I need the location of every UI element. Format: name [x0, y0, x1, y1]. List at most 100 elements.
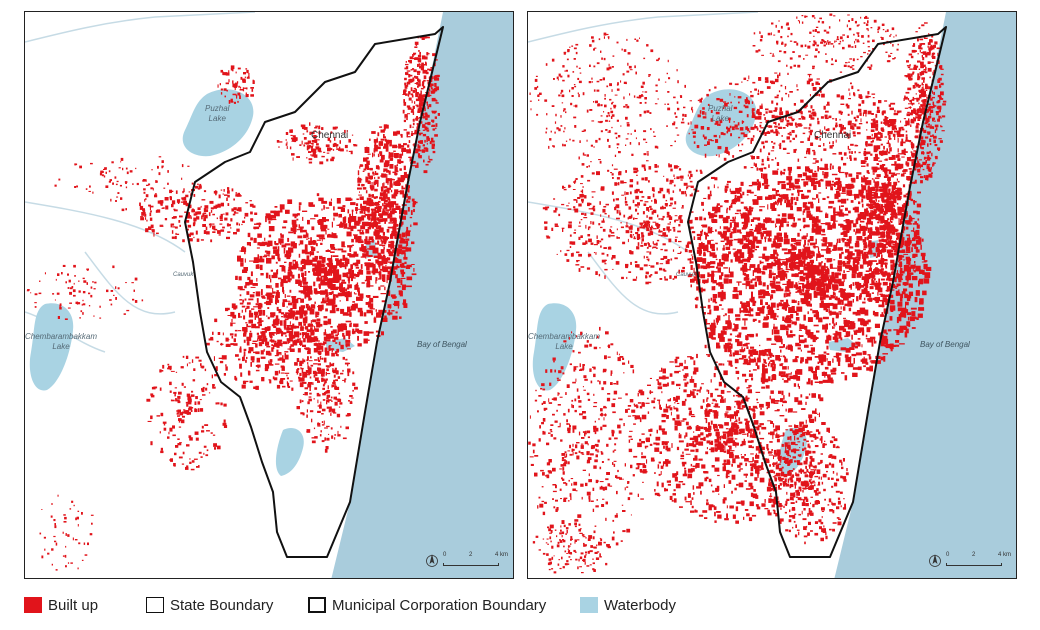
built-up-patch — [780, 288, 784, 292]
built-up-patch — [732, 352, 735, 357]
built-up-patch — [313, 139, 316, 143]
built-up-patch — [923, 278, 930, 284]
river — [587, 251, 679, 315]
built-up-patch — [224, 217, 228, 221]
built-up-patch — [53, 535, 56, 538]
built-up-patch — [815, 367, 817, 374]
built-up-patch — [823, 316, 829, 320]
built-up-patch — [785, 273, 788, 279]
built-up-patch — [190, 409, 193, 412]
built-up-patch — [802, 277, 806, 282]
built-up-patch — [280, 320, 283, 326]
built-up-patch — [899, 325, 905, 330]
built-up-patch — [287, 348, 290, 350]
built-up-patch — [401, 215, 406, 220]
built-up-patch — [320, 356, 322, 358]
built-up-patch — [349, 323, 352, 328]
built-up-patch — [243, 348, 247, 351]
built-up-patch — [808, 366, 813, 372]
built-up-patch — [853, 258, 859, 263]
built-up-patch — [790, 253, 793, 259]
built-up-patch — [867, 319, 871, 323]
built-up-patch — [388, 243, 392, 248]
built-up-patch — [270, 219, 277, 221]
built-up-patch — [276, 330, 280, 335]
built-up-patch — [389, 183, 393, 188]
built-up-patch — [116, 180, 119, 183]
built-up-patch — [711, 286, 715, 291]
built-up-patch — [823, 306, 827, 311]
built-up-patch — [815, 216, 819, 222]
built-up-patch — [330, 258, 333, 263]
built-up-patch — [145, 194, 149, 198]
built-up-patch — [239, 95, 241, 99]
built-up-patch — [412, 89, 416, 93]
built-up-patch — [241, 247, 247, 252]
built-up-patch — [399, 190, 405, 195]
built-up-patch — [315, 243, 318, 247]
built-up-patch — [750, 219, 755, 222]
built-up-patch — [379, 219, 383, 223]
built-up-patch — [905, 220, 911, 224]
built-up-patch — [772, 271, 774, 273]
built-up-patch — [344, 216, 347, 223]
built-up-patch — [224, 95, 226, 98]
built-up-patch — [300, 367, 304, 370]
built-up-patch — [326, 368, 329, 372]
built-up-patch — [420, 67, 424, 71]
built-up-patch — [426, 138, 428, 143]
built-up-patch — [54, 523, 56, 526]
built-up-patch — [819, 210, 823, 213]
built-up-patch — [342, 312, 348, 316]
built-up-patch — [300, 327, 305, 329]
built-up-patch — [303, 285, 308, 291]
built-up-patch — [417, 108, 422, 112]
built-up-patch — [435, 100, 438, 102]
built-up-patch — [719, 226, 721, 229]
built-up-patch — [729, 205, 731, 211]
built-up-patch — [413, 268, 415, 272]
built-up-patch — [145, 179, 147, 182]
built-up-patch — [265, 342, 267, 346]
built-up-patch — [898, 316, 900, 319]
built-up-patch — [334, 437, 336, 440]
built-up-patch — [806, 280, 810, 284]
built-up-patch — [415, 165, 419, 168]
built-up-patch — [797, 190, 803, 192]
built-up-patch — [197, 183, 199, 185]
built-up-patch — [847, 363, 854, 368]
built-up-patch — [786, 199, 790, 204]
built-up-patch — [818, 357, 821, 364]
built-up-patch — [41, 509, 43, 510]
built-up-patch — [289, 251, 292, 257]
built-up-patch — [762, 253, 766, 260]
built-up-patch — [910, 307, 917, 310]
built-up-patch — [291, 297, 296, 304]
built-up-patch — [201, 199, 206, 201]
built-up-patch — [780, 172, 785, 174]
built-up-patch — [140, 216, 144, 218]
built-up-patch — [299, 382, 304, 388]
built-up-patch — [310, 146, 313, 149]
built-up-patch — [406, 226, 409, 231]
built-up-patch — [311, 440, 316, 444]
built-up-patch — [249, 200, 252, 202]
built-up-patch — [249, 244, 251, 247]
built-up-patch — [395, 274, 398, 279]
built-up-patch — [384, 138, 387, 142]
built-up-patch — [845, 207, 848, 211]
built-up-patch — [317, 399, 319, 404]
built-up-patch — [374, 172, 379, 176]
built-up-patch — [92, 281, 94, 283]
built-up-patch — [422, 64, 425, 69]
built-up-patch — [748, 334, 755, 337]
built-up-patch — [306, 255, 310, 260]
built-up-patch — [393, 194, 396, 199]
built-up-patch — [733, 227, 737, 234]
built-up-patch — [115, 200, 117, 202]
built-up-patch — [256, 357, 260, 363]
built-up-patch — [90, 286, 93, 289]
built-up-patch — [431, 97, 436, 102]
built-up-patch — [835, 272, 840, 274]
built-up-patch — [326, 390, 330, 394]
